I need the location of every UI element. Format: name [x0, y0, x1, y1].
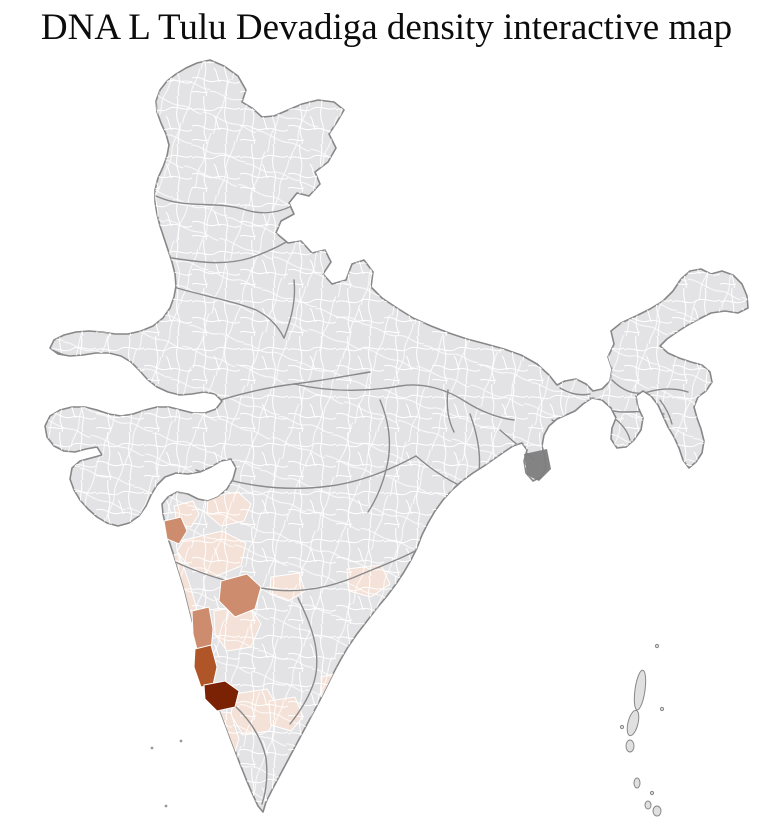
- delta-patch: [524, 449, 551, 481]
- district-group-dark: [163, 516, 262, 712]
- island-dots: [150, 739, 183, 808]
- district-medium[interactable]: [163, 516, 188, 545]
- page-title: DNA L Tulu Devadiga density interactive …: [40, 7, 733, 48]
- district-medium[interactable]: [218, 573, 262, 618]
- district-highest[interactable]: [203, 680, 240, 712]
- island-chain: [619, 643, 665, 817]
